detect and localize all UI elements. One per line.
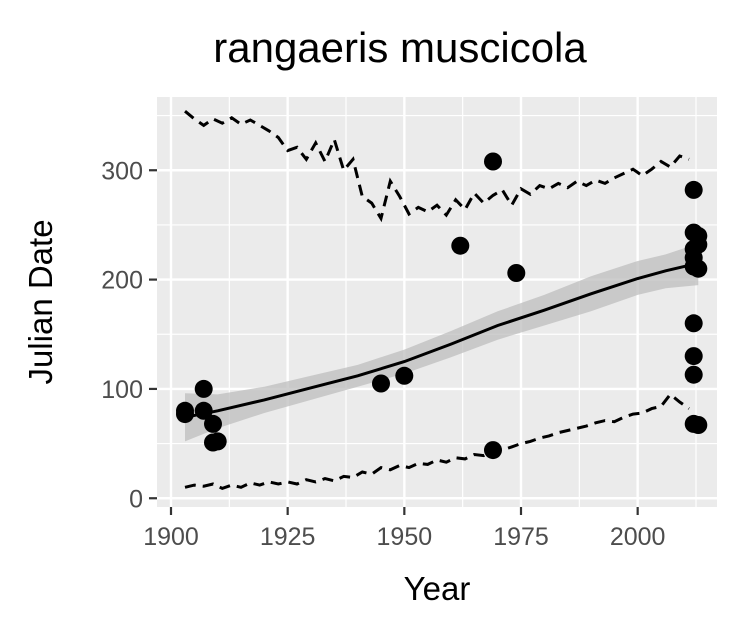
data-point [372, 374, 390, 393]
x-tick-label: 2000 [610, 523, 666, 551]
confidence-ribbon [185, 243, 699, 442]
data-point [484, 152, 502, 171]
data-point [689, 259, 708, 278]
y-tick-label: 300 [101, 157, 143, 185]
chart-title: rangaeris muscicola [213, 24, 587, 71]
x-tick-label: 1975 [493, 523, 549, 551]
data-point [689, 416, 708, 434]
data-point [395, 366, 414, 385]
trend-line [184, 261, 699, 419]
y-tick-label: 0 [129, 485, 143, 513]
data-point [684, 347, 703, 366]
plot-panel [157, 97, 717, 507]
data-point [208, 432, 227, 451]
x-axis-title: Year [404, 570, 471, 607]
data-point [194, 379, 213, 398]
data-point [684, 365, 703, 384]
x-tick-label: 1950 [377, 523, 433, 551]
data-point [484, 441, 502, 460]
data-point [194, 401, 213, 420]
data-point [684, 180, 703, 199]
grid [157, 97, 717, 507]
lower-quantile-line [184, 392, 690, 491]
data-point [451, 236, 470, 255]
y-axis-title: Julian Date [22, 219, 59, 384]
confidence-band [185, 243, 699, 442]
data-point [176, 405, 194, 424]
y-tick-label: 100 [101, 376, 143, 404]
points [176, 152, 708, 460]
quantile-lines [184, 110, 690, 491]
data-point [507, 264, 526, 282]
data-point [204, 414, 222, 433]
x-tick-label: 1925 [260, 523, 316, 551]
data-point [684, 314, 703, 333]
upper-quantile-line [184, 110, 690, 223]
data-point [689, 235, 708, 254]
trend-line-group [184, 261, 699, 419]
y-tick-label: 200 [101, 267, 143, 295]
x-tick-label: 1900 [143, 523, 199, 551]
axes: 1900 1925 1950 1975 2000 0 100 200 300 [101, 157, 665, 551]
